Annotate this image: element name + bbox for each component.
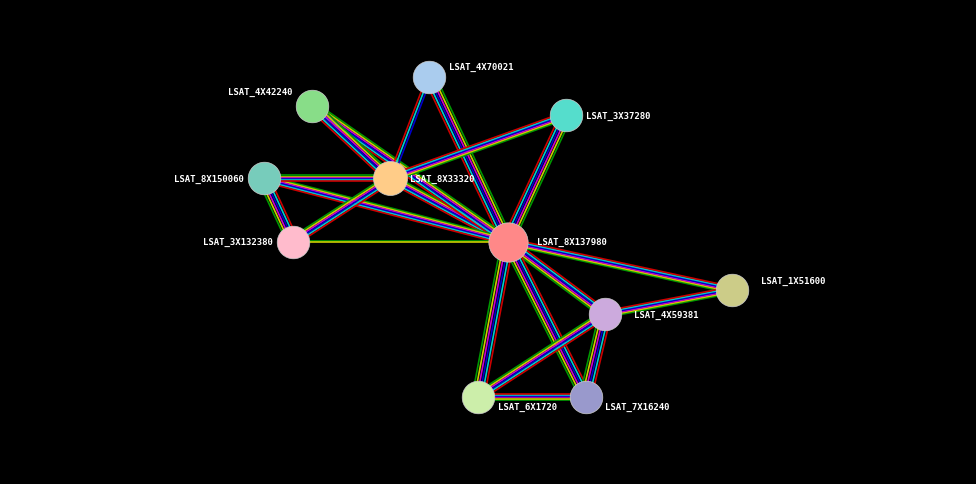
Text: LSAT_1X51600: LSAT_1X51600	[761, 276, 826, 285]
Point	[500, 238, 515, 246]
Text: LSAT_8X33320: LSAT_8X33320	[410, 175, 474, 183]
Point	[422, 74, 437, 81]
Text: LSAT_6X1720: LSAT_6X1720	[498, 402, 557, 411]
Point	[724, 287, 740, 294]
Point	[285, 238, 301, 246]
Text: LSAT_4X42240: LSAT_4X42240	[228, 88, 293, 96]
Text: LSAT_4X59381: LSAT_4X59381	[634, 310, 699, 319]
Point	[597, 311, 613, 318]
Point	[558, 112, 574, 120]
Text: LSAT_8X137980: LSAT_8X137980	[537, 238, 607, 246]
Point	[578, 393, 593, 401]
Text: LSAT_8X150060: LSAT_8X150060	[174, 175, 244, 183]
Point	[305, 103, 320, 110]
Text: LSAT_7X16240: LSAT_7X16240	[605, 402, 670, 411]
Text: LSAT_3X132380: LSAT_3X132380	[203, 238, 273, 246]
Text: LSAT_4X70021: LSAT_4X70021	[449, 63, 513, 72]
Text: LSAT_3X37280: LSAT_3X37280	[586, 112, 650, 121]
Point	[256, 175, 271, 183]
Point	[470, 393, 486, 401]
Point	[383, 175, 398, 183]
